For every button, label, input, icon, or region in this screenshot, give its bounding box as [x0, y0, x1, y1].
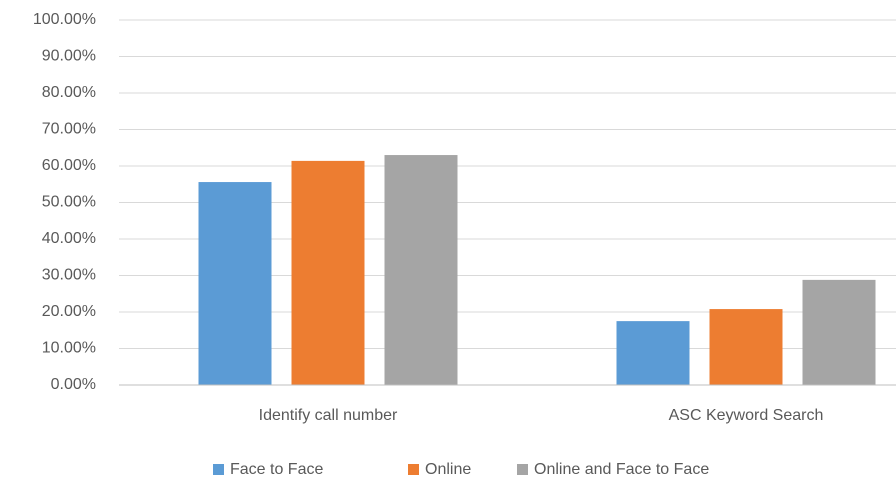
y-tick-label: 90.00%: [42, 48, 96, 65]
y-tick-label: 60.00%: [42, 157, 96, 174]
legend-label: Online and Face to Face: [534, 461, 709, 478]
bar: [616, 321, 690, 385]
legend-swatch: [517, 464, 528, 475]
x-tick-label: Identify call number: [259, 407, 398, 424]
y-tick-label: 0.00%: [51, 376, 96, 393]
bar: [291, 160, 365, 385]
legend-swatch: [408, 464, 419, 475]
legend-swatch: [213, 464, 224, 475]
x-tick-label: ASC Keyword Search: [669, 407, 824, 424]
y-tick-label: 80.00%: [42, 84, 96, 101]
legend-label: Face to Face: [230, 461, 323, 478]
y-tick-label: 100.00%: [33, 11, 96, 28]
bar: [802, 279, 876, 385]
bar: [384, 155, 458, 385]
y-tick-label: 50.00%: [42, 194, 96, 211]
y-tick-label: 20.00%: [42, 303, 96, 320]
bar: [709, 309, 783, 385]
legend-label: Online: [425, 461, 471, 478]
bar: [198, 182, 272, 385]
y-tick-label: 30.00%: [42, 267, 96, 284]
y-tick-label: 70.00%: [42, 121, 96, 138]
y-tick-label: 40.00%: [42, 230, 96, 247]
y-tick-label: 10.00%: [42, 340, 96, 357]
